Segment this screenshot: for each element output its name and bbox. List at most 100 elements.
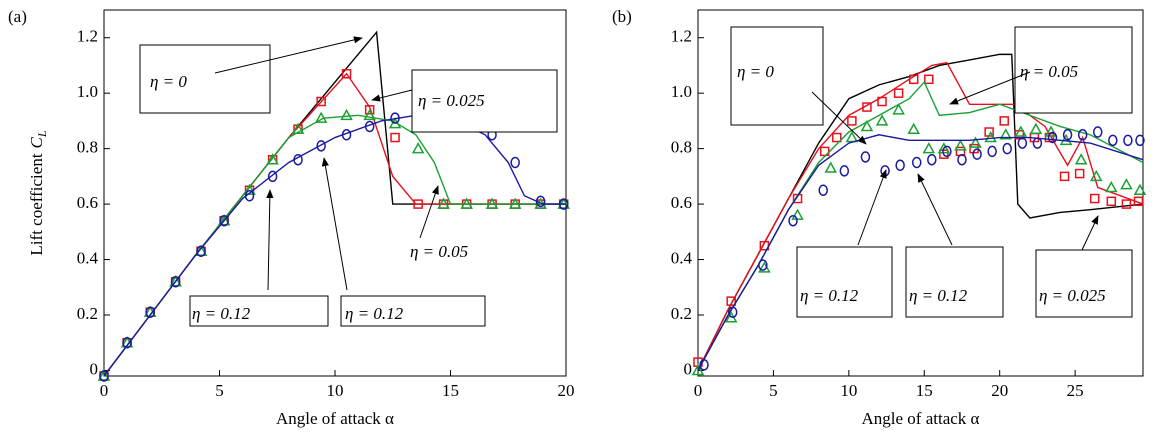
annotation-label: η = 0: [737, 62, 774, 81]
annotation-box: [1035, 249, 1133, 318]
triangle-marker: [1133, 183, 1147, 195]
triangle-marker: [243, 183, 256, 195]
circle-marker: [1077, 129, 1088, 141]
circle-marker: [987, 145, 997, 158]
x-tick-label: 10: [327, 381, 344, 400]
annotation-arrow: [857, 169, 887, 246]
annotation-label: η = 0.12: [800, 286, 859, 305]
circle-marker: [839, 165, 850, 177]
x-tick-label: 0: [694, 381, 703, 400]
square-marker: [1133, 196, 1144, 207]
circle-marker: [1062, 129, 1073, 141]
y-tick-label: 0.2: [671, 304, 692, 323]
annotation-label: η = 0: [150, 72, 187, 91]
series-line: [697, 134, 1144, 371]
circle-marker: [510, 156, 520, 169]
y-tick-label: 1.2: [77, 27, 98, 46]
triangle-marker: [460, 197, 473, 209]
annotation-box: [340, 295, 486, 327]
circle-marker: [972, 148, 982, 160]
series-line: [697, 61, 1144, 371]
annotation-box: [411, 69, 558, 133]
triangle-marker: [314, 111, 328, 123]
triangle-marker: [266, 153, 279, 165]
triangle-marker: [860, 119, 874, 132]
x-tick-label: 15: [442, 381, 459, 400]
triangle-marker: [969, 136, 982, 148]
triangle-marker: [999, 128, 1013, 140]
triangle-marker: [388, 117, 402, 129]
x-tick-label: 20: [558, 381, 575, 400]
triangle-marker: [411, 142, 425, 154]
circle-marker: [957, 153, 967, 166]
circle-marker: [1108, 134, 1118, 147]
square-marker: [316, 96, 326, 107]
triangle-marker: [984, 131, 997, 143]
triangle-marker: [1089, 169, 1103, 182]
y-tick-label: 0.8: [671, 138, 692, 157]
y-tick-label: 1.0: [671, 82, 692, 101]
square-marker: [1121, 199, 1132, 209]
panel: (b) 0 5 10 15 20 25 0 0.2 0.4 0.6 0.8 1.0 1.2 Angle of…: [612, 7, 1147, 428]
annotation-arrow: [419, 185, 439, 239]
square-marker: [862, 102, 872, 112]
square-marker: [1059, 171, 1070, 182]
annotation-label: η = 0.05: [410, 242, 468, 261]
circle-marker: [860, 151, 871, 163]
square-marker: [341, 69, 352, 79]
y-axis-label: Lift coefficient CL: [27, 130, 49, 255]
annotation-label: η = 0.05: [1020, 62, 1078, 81]
square-marker: [1089, 193, 1100, 204]
square-marker: [364, 105, 375, 115]
x-tick-label: 15: [916, 381, 933, 400]
annotation-label: η = 0.025: [418, 91, 485, 110]
triangle-marker: [937, 142, 951, 154]
triangle-marker: [169, 275, 182, 287]
circle-marker: [880, 165, 890, 177]
series-line: [103, 114, 566, 377]
y-tick-label: 1.0: [77, 82, 98, 101]
triangle-marker: [485, 197, 499, 209]
triangle-marker: [791, 208, 804, 220]
annotation-arrow: [371, 89, 413, 102]
annotation-box: [139, 44, 271, 114]
x-axis-label: Angle of attack α: [276, 409, 394, 428]
circle-marker: [818, 184, 828, 196]
y-tick-label: 0.4: [77, 248, 99, 267]
annotation-arrow: [214, 36, 363, 74]
triangle-marker: [217, 214, 231, 226]
circle-marker: [170, 275, 181, 288]
circle-marker: [364, 120, 375, 133]
triangle-marker: [1105, 180, 1118, 193]
x-axis-label: Angle of attack α: [862, 409, 980, 428]
y-label-text: Lift coefficient: [27, 153, 46, 255]
annotation-arrow: [811, 91, 867, 145]
triangle-marker: [363, 108, 376, 121]
triangle-marker: [922, 142, 936, 154]
circle-marker: [145, 306, 155, 318]
circle-marker: [558, 198, 569, 210]
circle-marker: [911, 156, 922, 169]
y-tick-label: 1.2: [671, 27, 692, 46]
square-marker: [877, 96, 887, 107]
circle-marker: [758, 259, 768, 271]
x-tick-label: 5: [769, 381, 778, 400]
x-tick-label: 25: [1067, 381, 1084, 400]
x-tick-label: 10: [840, 381, 857, 400]
triangle-marker: [824, 161, 838, 173]
x-tick-label: 20: [991, 381, 1008, 400]
triangle-marker: [291, 122, 305, 134]
triangle-marker: [1014, 125, 1028, 137]
circle-marker: [99, 370, 109, 382]
circle-marker: [1017, 137, 1028, 149]
circle-marker: [267, 170, 278, 183]
square-marker: [1074, 168, 1085, 179]
y-tick-label: 0.4: [671, 248, 693, 267]
circle-marker: [535, 195, 546, 208]
triangle-marker: [1029, 122, 1043, 134]
triangle-marker: [691, 363, 705, 376]
square-marker: [999, 116, 1009, 126]
circle-marker: [1002, 142, 1012, 155]
annotation-box: [796, 246, 893, 318]
